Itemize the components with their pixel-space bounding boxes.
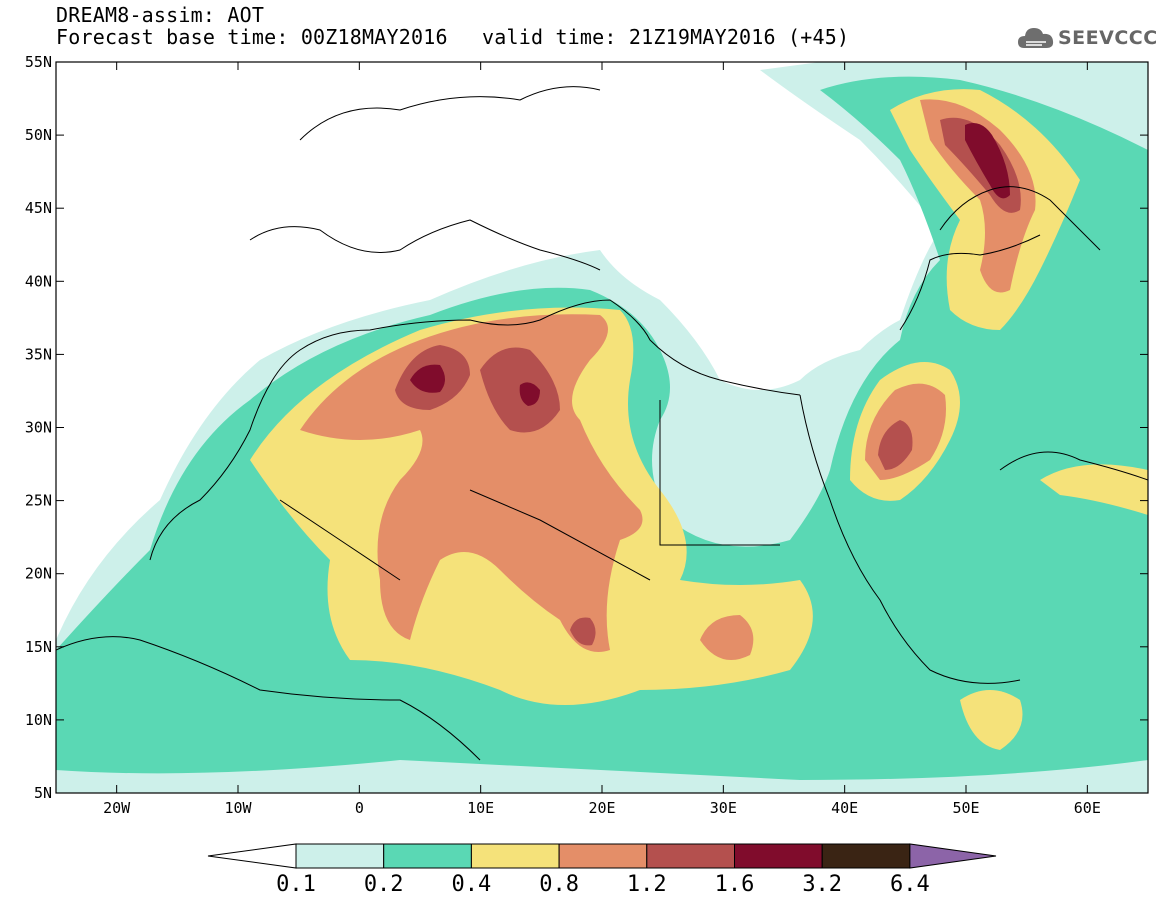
lat-tick-label: 10N: [25, 711, 52, 729]
lat-tick-label: 30N: [25, 419, 52, 437]
colorbar-swatch: [558, 843, 648, 869]
valid-time: valid time: 21Z19MAY2016 (+45): [482, 25, 850, 49]
colorbar-label: 6.4: [890, 872, 930, 897]
lon-tick-label: 60E: [1074, 799, 1101, 817]
colorbar-label: 1.6: [714, 872, 755, 897]
colorbar-swatch: [646, 843, 735, 869]
colorbar-swatch: [295, 843, 385, 869]
lat-tick-label: 15N: [25, 638, 52, 656]
lat-tick-label: 5N: [34, 784, 52, 802]
lat-tick-label: 35N: [25, 345, 52, 363]
colorbar-swatch: [734, 843, 823, 869]
cloud-icon: [1018, 28, 1054, 48]
lon-tick-label: 50E: [952, 799, 979, 817]
aot-band-1-2-chad: [570, 617, 596, 646]
aot-band-1-6-caspian: [965, 122, 1010, 199]
lon-tick-label: 20W: [103, 799, 131, 817]
lon-tick-label: 20E: [588, 799, 615, 817]
lat-tick-label: 55N: [25, 53, 52, 71]
colorbar-label: 0.8: [539, 872, 579, 897]
lat-tick-label: 20N: [25, 565, 52, 583]
colorbar-label: 0.2: [363, 872, 404, 897]
lon-tick-label: 0: [355, 799, 364, 817]
aot-band-0-8-sudan: [700, 615, 754, 660]
model-title: DREAM8-assim: AOT: [56, 3, 265, 27]
colorbar-label: 1.2: [626, 872, 667, 897]
forecast-base-time: Forecast base time: 00Z18MAY2016: [56, 25, 448, 49]
lat-tick-label: 25N: [25, 492, 52, 510]
logo-text: SEEVCCC: [1058, 27, 1158, 49]
lat-tick-label: 50N: [25, 126, 52, 144]
colorbar-label: 3.2: [802, 872, 843, 897]
aot-band-0-4-horn: [960, 690, 1023, 750]
lon-tick-label: 10W: [224, 799, 252, 817]
colorbar-swatch: [470, 843, 560, 869]
aot-band-1-6: [410, 364, 445, 393]
longitude-axis: 20W 10W 0 10E 20E 30E 40E 50E 60E: [103, 62, 1101, 817]
latitude-axis: 5N 10N 15N 20N 25N 30N 35N 40N 45N 50N 55N: [25, 53, 1148, 802]
lon-tick-label: 40E: [831, 799, 858, 817]
colorbar: [207, 843, 997, 869]
colorbar-label: 0.1: [276, 872, 316, 897]
colorbar-label: 0.4: [451, 872, 492, 897]
aot-band-1-2-iraq: [878, 420, 913, 470]
colorbar-swatch: [383, 843, 472, 869]
aot-band-1-6-libya: [519, 382, 540, 406]
lat-tick-label: 40N: [25, 272, 52, 290]
lon-tick-label: 10E: [467, 799, 494, 817]
seevccc-logo: SEEVCCC: [1016, 22, 1158, 56]
aot-band-0-4-arab: [1040, 464, 1148, 515]
lon-tick-label: 30E: [710, 799, 737, 817]
lat-tick-label: 45N: [25, 199, 52, 217]
aot-field: [56, 62, 1148, 793]
colorbar-swatch: [821, 843, 911, 869]
colorbar-over-arrow: [909, 843, 997, 869]
colorbar-under-arrow: [207, 843, 297, 869]
coastlines: [56, 86, 1148, 761]
